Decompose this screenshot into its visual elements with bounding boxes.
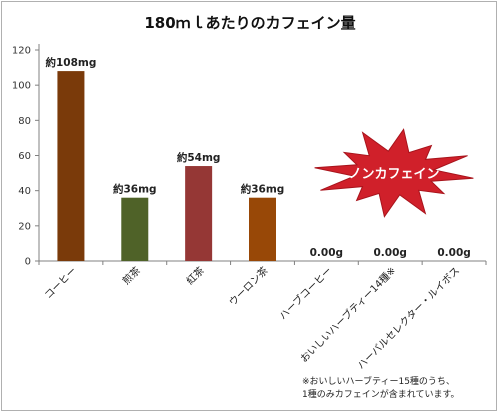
bar-layer: 約108mg コーヒー 約36mg 煎茶 約54mg 紅茶 約36mg ウーロン茶 0.00g ハ… xyxy=(42,56,471,372)
data-label: 約108mg xyxy=(45,56,96,69)
y-tick-label: 120 xyxy=(12,46,31,57)
category-label: 紅茶 xyxy=(183,264,206,287)
y-tick-label: 100 xyxy=(12,81,31,92)
data-label: 0.00g xyxy=(310,247,343,259)
axis-layer: 0 20 40 60 80 100 120 xyxy=(12,44,487,268)
footnote-line: ※おいしいハーブティー15種のうち、 xyxy=(302,375,455,387)
data-label: 0.00g xyxy=(373,247,406,259)
bar-2 xyxy=(185,166,213,261)
y-tick-label: 0 xyxy=(25,257,31,268)
category-label: ウーロン茶 xyxy=(226,264,271,309)
chart-title: 180ｍｌあたりのカフェイン量 xyxy=(144,14,355,32)
category-label: ハーブコーヒー xyxy=(276,264,334,322)
category-label: 煎茶 xyxy=(120,264,143,287)
category-label: ハーバルセレクター・ルイボス xyxy=(355,265,462,372)
bar-0 xyxy=(57,71,85,261)
y-tick-label: 60 xyxy=(18,151,31,162)
data-label: 約36mg xyxy=(241,183,285,196)
burst-label: ノンカフェイン xyxy=(348,167,439,182)
footnote-line: 1種のみカフェインが含まれています。 xyxy=(302,388,460,400)
burst-shape xyxy=(314,128,474,218)
y-tick-label: 80 xyxy=(18,116,31,127)
bar-1 xyxy=(121,197,149,261)
y-tick-label: 40 xyxy=(18,186,31,197)
data-label: 0.00g xyxy=(437,247,470,259)
non-caffeine-burst: ノンカフェイン xyxy=(314,128,474,218)
footnote: ※おいしいハーブティー15種のうち、1種のみカフェインが含まれています。 xyxy=(302,375,460,400)
y-tick-label: 20 xyxy=(18,221,31,232)
data-label: 約54mg xyxy=(177,151,221,164)
category-label: コーヒー xyxy=(42,265,79,302)
bar-3 xyxy=(249,197,276,261)
data-label: 約36mg xyxy=(113,183,157,196)
